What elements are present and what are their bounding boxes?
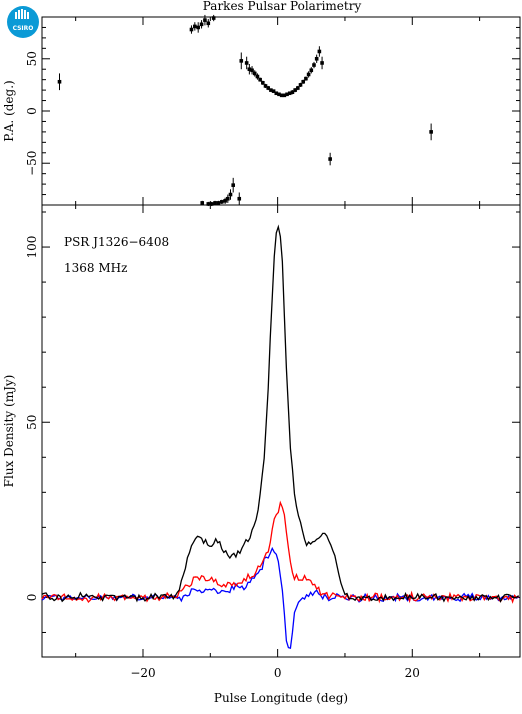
pa-data-point xyxy=(250,66,254,75)
flux-panel-frame xyxy=(41,204,521,658)
pa-data-point xyxy=(304,76,308,81)
pa-data-point xyxy=(247,64,252,75)
pa-data-point xyxy=(255,73,260,80)
pa-data-point xyxy=(219,199,224,204)
pa-data-point xyxy=(306,71,311,78)
pulsar-name-annotation: PSR J1326−6408 xyxy=(64,235,169,249)
pa-data-point xyxy=(301,79,306,84)
flux-series-linear xyxy=(41,500,519,604)
pa-data-point xyxy=(223,197,227,204)
pa-data-point xyxy=(200,200,205,205)
csiro-logo-text: CSIRO xyxy=(13,25,34,32)
pa-data-point xyxy=(239,52,244,70)
pa-ticks: −50 0 50 xyxy=(25,16,520,206)
pa-data-point xyxy=(296,85,300,91)
pa-data-point xyxy=(320,56,324,70)
flux-series-total xyxy=(41,224,520,603)
x-axis-label: Pulse Longitude (deg) xyxy=(214,691,348,705)
pa-ytick-label: −50 xyxy=(25,151,39,176)
pa-data-point xyxy=(309,67,314,74)
chart-title: Parkes Pulsar Polarimetry xyxy=(203,0,362,13)
pa-ytick-label: 0 xyxy=(25,107,39,115)
csiro-logo: CSIRO xyxy=(7,6,39,38)
pa-data-point xyxy=(244,56,249,70)
pa-data-point xyxy=(277,92,281,97)
pa-points xyxy=(57,14,433,207)
pa-data-point xyxy=(193,22,197,31)
pa-ytick-label: 50 xyxy=(25,51,39,66)
pa-data-point xyxy=(279,93,284,98)
flux-ytick-label: 0 xyxy=(25,594,39,602)
pa-data-point xyxy=(206,19,211,28)
pa-data-point xyxy=(287,91,292,96)
flux-lines xyxy=(41,224,520,649)
pa-data-point xyxy=(312,61,316,69)
pa-data-point xyxy=(252,70,257,77)
pa-data-point xyxy=(196,22,200,33)
pa-data-point xyxy=(266,85,271,91)
pa-data-point xyxy=(429,123,433,141)
pa-data-point xyxy=(213,200,217,205)
flux-ytick-label: 50 xyxy=(25,415,39,430)
pa-data-point xyxy=(298,82,303,87)
flux-xtick-label: 20 xyxy=(405,666,420,680)
pa-data-point xyxy=(328,152,332,166)
pa-data-point xyxy=(290,90,295,95)
flux-xtick-label: 0 xyxy=(274,666,282,680)
pa-data-point xyxy=(209,201,214,207)
pa-data-point xyxy=(237,192,242,205)
pa-data-point xyxy=(199,20,204,29)
flux-ytick-label: 100 xyxy=(25,236,39,259)
csiro-logo-mark xyxy=(15,9,29,19)
flux-axis-label: Flux Density (mJy) xyxy=(2,375,16,488)
pa-data-point xyxy=(228,189,233,200)
flux-ticks: 0 50 100 −20 0 20 xyxy=(25,205,520,680)
flux-series-circular xyxy=(41,546,520,649)
pa-data-point xyxy=(258,77,262,82)
pa-data-point xyxy=(271,89,276,93)
pa-data-point xyxy=(57,73,62,91)
pa-data-point xyxy=(211,14,216,22)
frequency-annotation: 1368 MHz xyxy=(64,261,127,275)
pa-data-point xyxy=(231,177,235,193)
pa-data-point xyxy=(317,46,322,57)
pa-data-point xyxy=(206,201,211,207)
pa-data-point xyxy=(285,92,289,97)
flux-xtick-label: −20 xyxy=(130,666,155,680)
pa-panel-frame xyxy=(41,16,521,206)
pa-data-point xyxy=(274,91,279,96)
pa-data-point xyxy=(293,88,297,93)
pa-data-point xyxy=(263,83,268,89)
pa-data-point xyxy=(314,54,319,63)
pa-data-point xyxy=(282,93,287,98)
pa-data-point xyxy=(189,25,194,34)
pa-data-point xyxy=(216,200,221,205)
pa-data-point xyxy=(226,194,230,203)
pa-data-point xyxy=(261,80,265,85)
pa-data-point xyxy=(203,14,207,26)
pa-axis-label: P.A. (deg.) xyxy=(2,80,16,141)
pa-data-point xyxy=(269,88,273,92)
